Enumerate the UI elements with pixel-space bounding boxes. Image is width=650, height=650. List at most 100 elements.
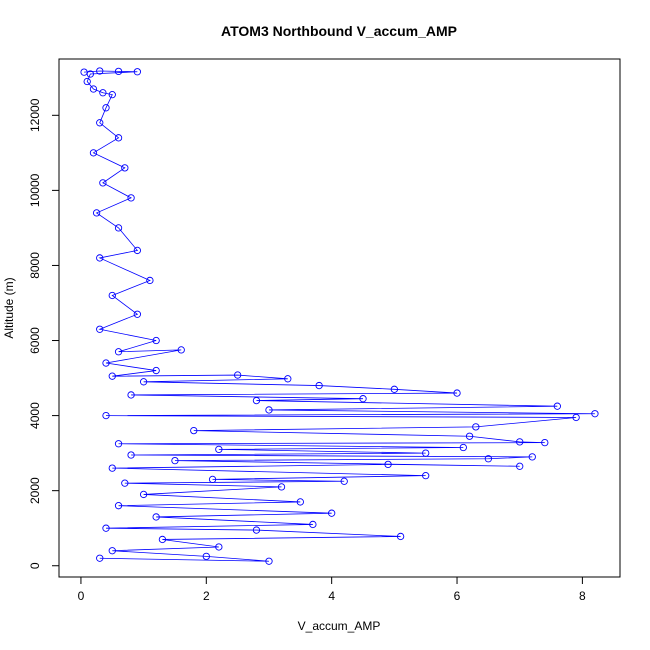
data-point <box>127 451 135 459</box>
data-point <box>190 426 198 435</box>
data-point <box>208 475 217 484</box>
data-point <box>177 346 185 354</box>
data-series <box>80 67 599 565</box>
data-point <box>102 411 110 420</box>
data-point <box>146 276 154 285</box>
data-point <box>96 254 104 262</box>
data-point <box>215 543 223 551</box>
data-point <box>102 104 110 112</box>
x-tick-label: 2 <box>203 589 210 603</box>
data-point <box>422 449 430 457</box>
data-point <box>484 455 493 463</box>
y-tick-label: 8000 <box>28 252 42 279</box>
data-point <box>108 547 116 555</box>
data-point <box>127 194 135 202</box>
data-point <box>96 325 104 333</box>
chart-title: ATOM3 Northbound V_accum_AMP <box>221 23 457 39</box>
data-point <box>309 520 317 529</box>
data-point <box>114 440 123 448</box>
data-point <box>114 67 123 76</box>
data-point <box>396 532 405 541</box>
data-point <box>83 77 91 86</box>
x-tick-label: 8 <box>579 589 586 603</box>
data-point <box>108 91 116 99</box>
axis-ticks: 0 2 4 6 8 0 2000 4000 6000 8000 10000 12000 <box>28 98 586 603</box>
data-point <box>541 438 549 447</box>
x-axis-label: V_accum_AMP <box>298 619 381 633</box>
data-point <box>139 490 148 499</box>
data-point <box>328 509 336 517</box>
data-point <box>202 552 210 561</box>
series-line <box>84 70 595 562</box>
data-point <box>265 406 273 414</box>
data-point <box>114 224 123 232</box>
data-point <box>89 85 98 93</box>
x-tick-label: 0 <box>78 589 85 603</box>
data-point <box>252 396 261 405</box>
data-point <box>99 179 107 187</box>
data-point <box>92 209 101 217</box>
data-point <box>359 395 367 403</box>
data-point <box>422 471 430 480</box>
data-point <box>108 291 116 300</box>
y-axis-label: Altitude (m) <box>2 277 16 338</box>
data-point <box>340 477 348 485</box>
data-point <box>139 378 148 386</box>
data-point <box>114 502 123 510</box>
plot-frame <box>58 58 621 578</box>
data-point <box>265 557 273 565</box>
data-point <box>102 524 110 532</box>
data-point <box>102 359 110 367</box>
data-point <box>108 372 116 380</box>
data-point <box>152 336 160 345</box>
data-point <box>233 371 242 379</box>
data-point <box>528 453 536 461</box>
data-point <box>465 432 474 440</box>
y-tick-label: 12000 <box>28 98 42 132</box>
data-point <box>121 164 129 172</box>
data-point <box>152 513 160 521</box>
data-point <box>133 68 142 76</box>
data-point <box>133 310 142 318</box>
data-point <box>516 462 524 470</box>
data-point <box>384 460 392 469</box>
data-point <box>96 67 104 75</box>
y-tick-label: 6000 <box>28 327 42 354</box>
data-point <box>99 89 107 97</box>
data-point <box>152 366 160 375</box>
data-point <box>127 391 135 399</box>
data-point <box>296 498 304 506</box>
data-point <box>553 402 561 410</box>
data-point <box>572 413 580 422</box>
y-tick-label: 2000 <box>28 477 42 504</box>
x-tick-label: 6 <box>454 589 461 603</box>
data-point <box>459 443 467 452</box>
data-point <box>114 134 123 142</box>
data-point <box>96 119 104 127</box>
data-point <box>277 483 286 491</box>
data-point <box>96 554 104 562</box>
data-point <box>591 410 599 418</box>
y-tick-label: 10000 <box>28 173 42 207</box>
data-point <box>453 389 461 397</box>
x-tick-label: 4 <box>328 589 335 603</box>
data-point <box>86 70 94 78</box>
data-point <box>390 385 398 393</box>
data-point <box>89 149 98 157</box>
data-point <box>158 535 167 544</box>
data-point <box>114 348 123 356</box>
data-point <box>108 464 116 472</box>
data-point <box>284 375 292 383</box>
data-point <box>121 479 129 487</box>
y-tick-label: 0 <box>28 562 42 569</box>
data-point <box>133 246 142 255</box>
data-point <box>472 423 480 431</box>
data-point <box>215 445 223 454</box>
data-point <box>171 456 179 465</box>
y-tick-label: 4000 <box>28 402 42 429</box>
data-point <box>315 381 323 390</box>
data-point <box>252 526 261 534</box>
data-point <box>516 438 524 446</box>
